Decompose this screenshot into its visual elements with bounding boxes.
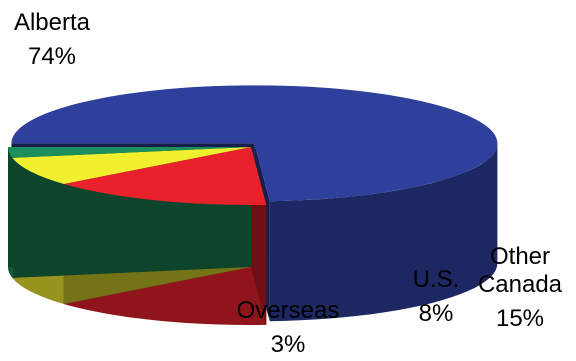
label-overseas-percent: 3% — [271, 331, 306, 356]
pie-slice-alberta-wall — [269, 143, 498, 322]
label-other-canada-line2: Canada — [478, 271, 563, 298]
label-overseas-name: Overseas — [237, 297, 340, 324]
pie-labels: Alberta 74% Other Canada 15% U.S. 8% Ove… — [14, 9, 563, 358]
label-other-canada-line1: Other — [490, 243, 550, 270]
pie-slice-other-canada — [63, 147, 267, 206]
pie-slice-overseas — [7, 147, 251, 158]
label-alberta-name: Alberta — [14, 9, 91, 36]
label-alberta-percent: 74% — [28, 43, 76, 70]
pie-slices — [7, 85, 498, 325]
pie-slice-u-s — [12, 147, 251, 184]
label-us-name: U.S. — [413, 266, 460, 293]
label-other-canada-percent: 15% — [496, 305, 544, 332]
pie-slice-alberta — [11, 85, 498, 202]
label-us-percent: 8% — [419, 300, 454, 327]
